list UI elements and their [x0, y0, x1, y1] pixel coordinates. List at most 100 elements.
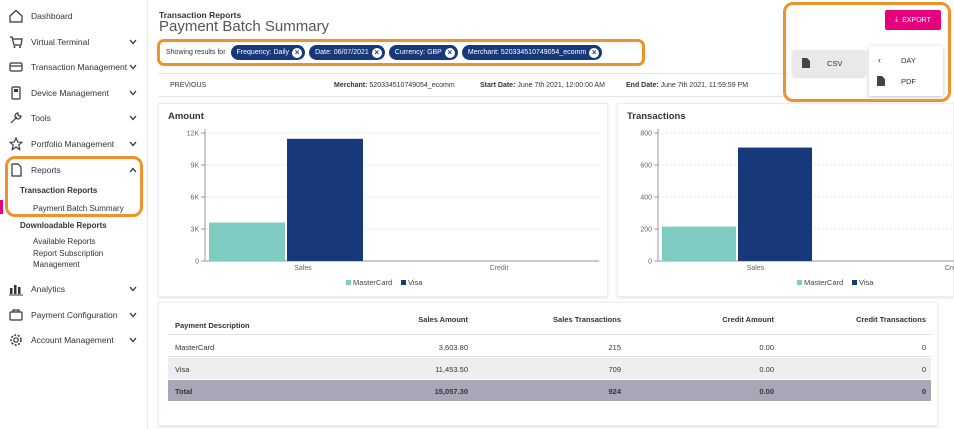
legend-label[interactable]: MasterCard [353, 278, 392, 287]
export-format-menu: ‹ DAY PDF [869, 46, 943, 96]
active-indicator [0, 200, 3, 214]
table-row: Visa 11,453.50 709 0.00 0 [168, 358, 931, 379]
chip-label: Date: 06/07/2021 [315, 49, 369, 56]
legend-swatch [852, 280, 857, 285]
close-icon[interactable]: × [444, 47, 455, 58]
sidebar-item-account-management[interactable]: Account Management [0, 328, 148, 352]
close-icon[interactable]: × [589, 47, 600, 58]
breadcrumb[interactable]: Transaction Reports [159, 10, 242, 20]
chevron-up-icon[interactable] [128, 165, 138, 175]
table-cell: 11,453.50 [435, 365, 468, 374]
chevron-down-icon[interactable] [128, 310, 138, 320]
table-row: MasterCard 3,603.80 215 0.00 0 [168, 336, 931, 357]
chevron-down-icon[interactable] [128, 113, 138, 123]
sidebar-item-label: Device Management [31, 88, 109, 98]
filter-chip-currency[interactable]: Currency: GBP × [388, 45, 458, 60]
sidebar-item-dashboard[interactable]: Dashboard [0, 4, 148, 28]
legend-swatch [401, 280, 406, 285]
sidebar-item-virtual-terminal[interactable]: Virtual Terminal [0, 30, 148, 54]
chevron-down-icon[interactable] [128, 335, 138, 345]
sidebar-item-label: Analytics [31, 284, 66, 294]
sidebar-item-label: Account Management [31, 335, 114, 345]
y-tick-label: 0 [648, 259, 652, 266]
sidebar-item-device-management[interactable]: Device Management [0, 81, 148, 105]
chip-label: Currency: GBP [394, 49, 442, 56]
table-cell: 15,057.30 [434, 387, 468, 396]
sidebar-item-label: Portfolio Management [31, 139, 115, 149]
table-cell: 0.00 [759, 387, 774, 396]
table-cell: 3,603.80 [438, 343, 468, 352]
sidebar-subitem-report-subscription-line2[interactable]: Management [33, 260, 80, 269]
x-tick-label: Sales [294, 265, 312, 272]
bar-mastercard-sales[interactable] [209, 222, 285, 261]
export-button[interactable]: ⤓ EXPORT [885, 10, 941, 30]
end-date-label: End Date: [626, 82, 659, 89]
close-icon[interactable]: × [371, 47, 382, 58]
sidebar-subheading-downloadable-reports[interactable]: Downloadable Reports [20, 221, 107, 230]
filter-chip-merchant[interactable]: Merchant: 520334510749054_ecomm × [461, 45, 603, 60]
table-cell: 709 [608, 365, 621, 374]
start-date-value: June 7th 2021, 12:00:00 AM [517, 82, 605, 89]
document-icon [9, 163, 23, 177]
start-date-info: Start Date: June 7th 2021, 12:00:00 AM [480, 82, 605, 89]
csv-label: CSV [827, 59, 843, 68]
sidebar-item-analytics[interactable]: Analytics [0, 277, 148, 301]
summary-table: Payment Description Sales Amount Sales T… [158, 302, 938, 426]
legend-swatch [346, 280, 351, 285]
filter-prefix: Showing results for [166, 49, 226, 56]
legend-label[interactable]: MasterCard [804, 278, 843, 287]
merchant-label: Merchant: [334, 82, 368, 89]
export-csv-option[interactable]: CSV [793, 50, 865, 76]
sidebar-subheading-transaction-reports[interactable]: Transaction Reports [20, 186, 98, 195]
table-cell: 0 [921, 343, 926, 352]
chevron-down-icon[interactable] [128, 37, 138, 47]
y-tick-label: 6K [190, 195, 199, 202]
sidebar-subitem-report-subscription[interactable]: Report Subscription [33, 249, 104, 258]
card-icon [9, 60, 23, 74]
sidebar-item-label: Payment Configuration [31, 310, 118, 320]
sidebar-item-reports[interactable]: Reports [0, 158, 148, 182]
chevron-down-icon[interactable] [128, 284, 138, 294]
close-icon[interactable]: × [292, 47, 303, 58]
y-tick-label: 400 [640, 195, 652, 202]
legend-label[interactable]: Visa [408, 278, 423, 287]
previous-link[interactable]: PREVIOUS [170, 82, 207, 89]
y-tick-label: 800 [640, 131, 652, 138]
filter-chip-frequency[interactable]: Frequency: Daily × [230, 45, 306, 60]
day-option[interactable]: DAY [901, 56, 916, 65]
chevron-down-icon[interactable] [128, 88, 138, 98]
table-cell: Total [175, 387, 193, 396]
bar-visa-sales[interactable] [738, 147, 812, 261]
table-cell: 0 [921, 387, 926, 396]
transactions-chart-title: Transactions [627, 111, 686, 122]
sidebar-subitem-payment-batch-summary[interactable]: Payment Batch Summary [33, 204, 124, 213]
pdf-option[interactable]: PDF [901, 77, 916, 86]
sidebar-item-label: Reports [31, 165, 61, 175]
reports-highlight [5, 156, 143, 217]
chip-label: Frequency: Daily [236, 49, 290, 56]
sidebar-item-payment-configuration[interactable]: Payment Configuration [0, 303, 148, 327]
bar-mastercard-sales[interactable] [662, 226, 736, 261]
filter-chip-date[interactable]: Date: 06/07/2021 × [309, 45, 385, 60]
chevron-down-icon[interactable] [128, 62, 138, 72]
chevron-left-icon[interactable]: ‹ [878, 55, 881, 65]
column-header: Payment Description [175, 321, 250, 330]
sidebar-item-portfolio-management[interactable]: Portfolio Management [0, 132, 148, 156]
terminal-icon [9, 86, 23, 100]
start-date-label: Start Date: [480, 82, 516, 89]
analytics-icon [9, 282, 23, 296]
amount-chart-card: Amount 0 3K 6K 9K 12K Sales Credit MasterCard Vi… [158, 103, 608, 297]
download-icon: ⤓ [895, 16, 899, 23]
sidebar-item-label: Virtual Terminal [31, 37, 90, 47]
file-icon [802, 58, 810, 70]
y-tick-label: 0 [195, 259, 199, 266]
sidebar-item-label: Transaction Management [31, 62, 128, 72]
chevron-down-icon[interactable] [128, 139, 138, 149]
sidebar-item-tools[interactable]: Tools [0, 106, 148, 130]
sidebar-subitem-available-reports[interactable]: Available Reports [33, 237, 96, 246]
home-icon [9, 9, 23, 23]
sidebar-item-transaction-management[interactable]: Transaction Management [0, 55, 148, 79]
bar-visa-sales[interactable] [287, 138, 363, 261]
legend-label[interactable]: Visa [859, 278, 874, 287]
